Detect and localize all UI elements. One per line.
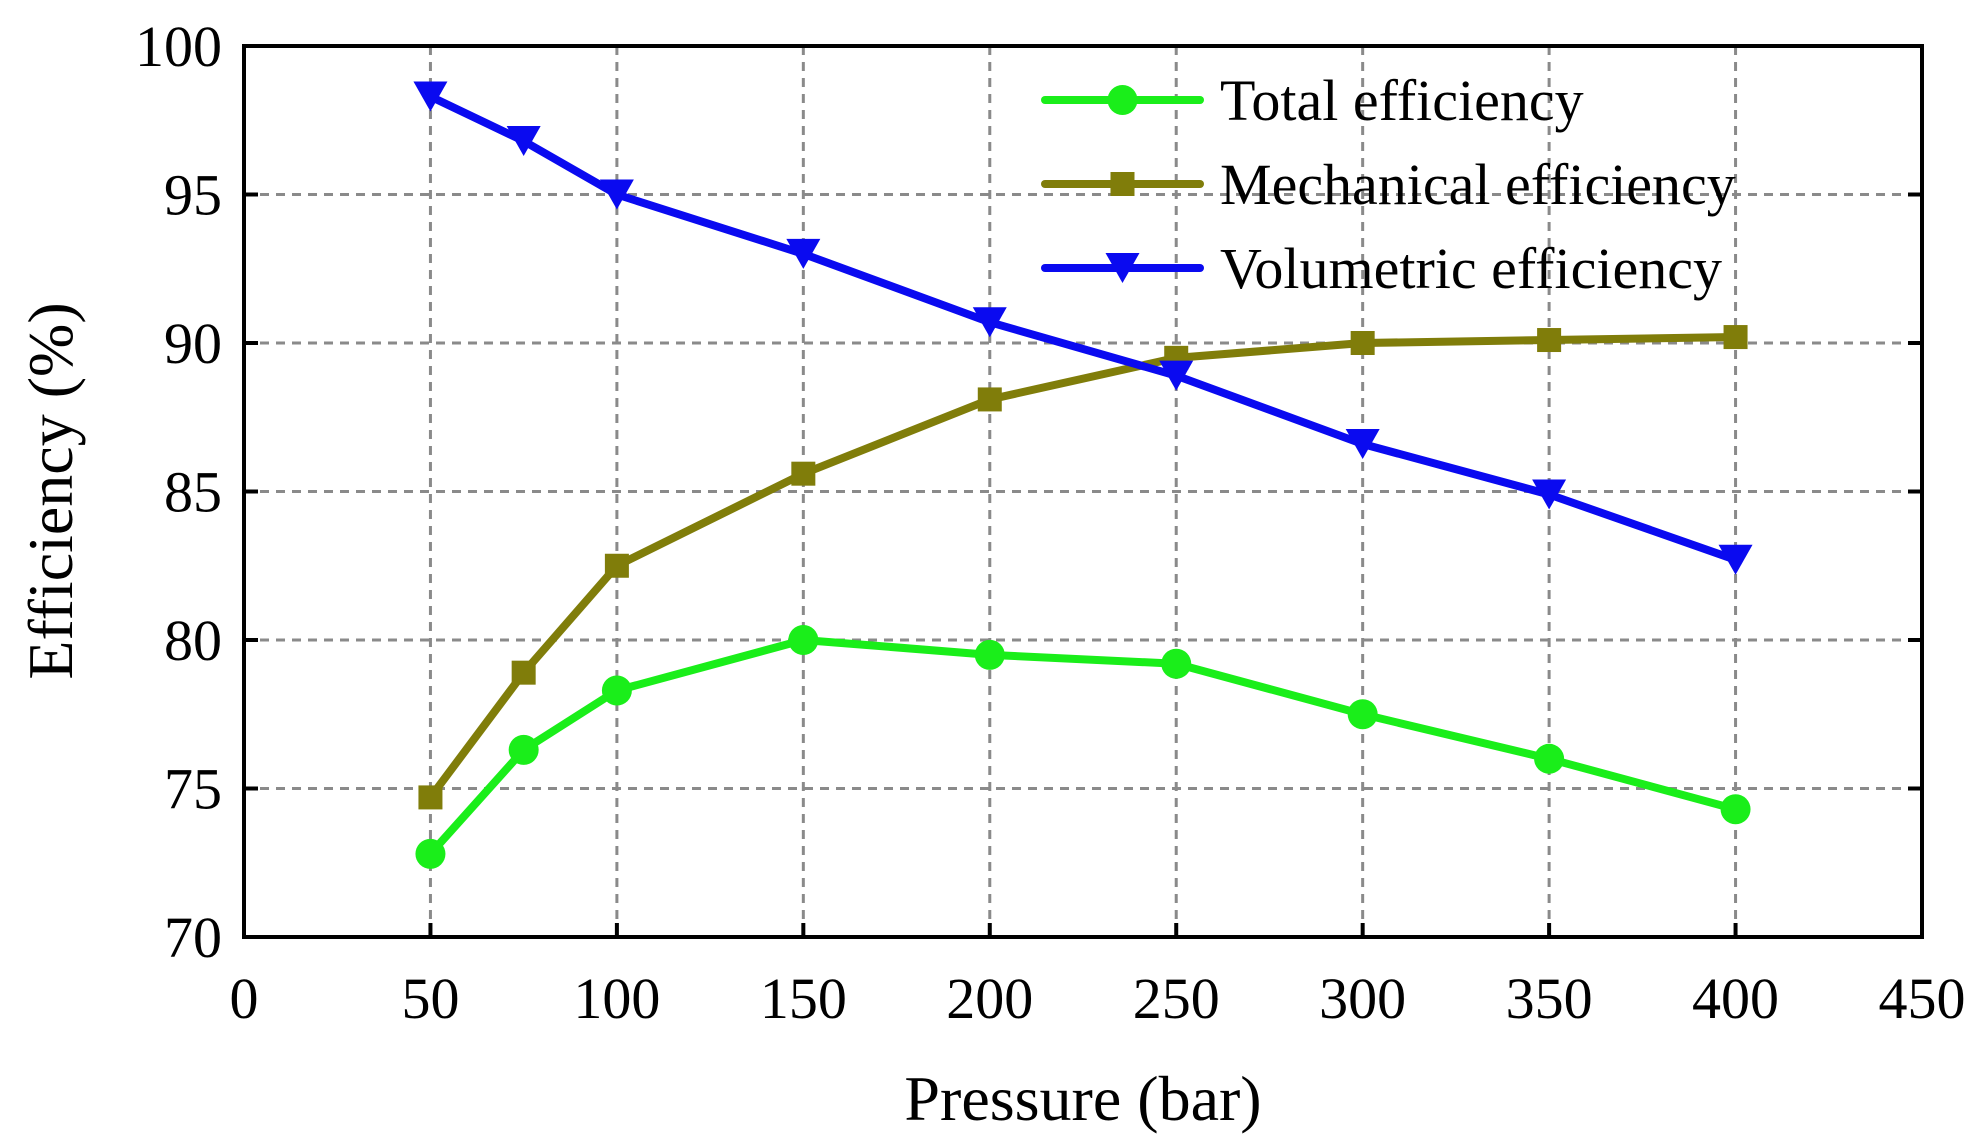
- legend-entry: Mechanical efficiency: [1041, 152, 1736, 217]
- legend-marker: [1110, 172, 1135, 196]
- data-point: [415, 838, 446, 869]
- legend-label: Volumetric efficiency: [1220, 236, 1722, 301]
- data-point: [601, 675, 632, 706]
- y-tick-label: 70: [164, 905, 222, 970]
- x-tick-label: 350: [1506, 966, 1593, 1031]
- axis-ticks: 0 50 100 150 200 250 300 350 400 450 70 75 80 85 90 95 1…: [135, 14, 1966, 1031]
- x-tick-label: 450: [1879, 966, 1966, 1031]
- x-tick-label: 100: [573, 966, 660, 1031]
- data-point: [604, 553, 629, 578]
- grid: [244, 46, 1922, 937]
- series-triangle-down: [413, 81, 1753, 575]
- data-point: [599, 179, 634, 210]
- y-tick-label: 80: [164, 608, 222, 673]
- data-point: [786, 238, 821, 269]
- x-tick-label: 300: [1319, 966, 1406, 1031]
- data-point: [1534, 743, 1565, 774]
- series-line: [426, 636, 1740, 858]
- data-point: [413, 81, 448, 112]
- data-point: [506, 126, 541, 157]
- legend-entry: Total efficiency: [1041, 68, 1584, 133]
- legend-label: Mechanical efficiency: [1220, 152, 1736, 217]
- data-point: [974, 639, 1005, 670]
- data-point: [1718, 544, 1753, 575]
- data-point: [1720, 794, 1751, 825]
- legend-label: Total efficiency: [1220, 68, 1584, 133]
- x-tick-label: 50: [401, 966, 459, 1031]
- data-point: [1347, 699, 1378, 730]
- y-tick-label: 85: [164, 460, 222, 525]
- data-point: [1345, 428, 1380, 459]
- x-tick-label: 250: [1133, 966, 1220, 1031]
- y-tick-label: 95: [164, 163, 222, 228]
- data-point: [791, 461, 816, 486]
- legend-marker: [1107, 85, 1138, 115]
- data-point: [418, 785, 443, 810]
- y-tick-label: 100: [135, 14, 222, 79]
- legend-marker: [1105, 253, 1140, 283]
- data-point: [972, 307, 1007, 338]
- y-tick-label: 90: [164, 311, 222, 376]
- data-point: [1159, 360, 1194, 391]
- data-point: [511, 660, 536, 685]
- x-tick-label: 200: [946, 966, 1033, 1031]
- data-point: [1532, 479, 1567, 510]
- data-point: [1161, 648, 1192, 679]
- data-point: [508, 734, 539, 765]
- x-tick-label: 150: [760, 966, 847, 1031]
- x-axis-title: Pressure (bar): [904, 1063, 1261, 1134]
- legend: Total efficiency Mechanical efficiency Vol…: [1041, 68, 1736, 301]
- data-point: [1723, 325, 1748, 350]
- series-circle: [415, 625, 1751, 869]
- series-square: [418, 325, 1748, 810]
- y-axis-title: Efficiency (%): [15, 302, 86, 679]
- y-tick-label: 75: [164, 757, 222, 822]
- data-point: [1537, 328, 1562, 353]
- series-layer: [413, 81, 1753, 869]
- legend-entry: Volumetric efficiency: [1041, 236, 1722, 301]
- data-point: [788, 625, 819, 655]
- x-tick-label: 400: [1692, 966, 1779, 1031]
- x-tick-label: 0: [230, 966, 259, 1031]
- data-point: [1350, 331, 1375, 355]
- data-point: [977, 387, 1002, 412]
